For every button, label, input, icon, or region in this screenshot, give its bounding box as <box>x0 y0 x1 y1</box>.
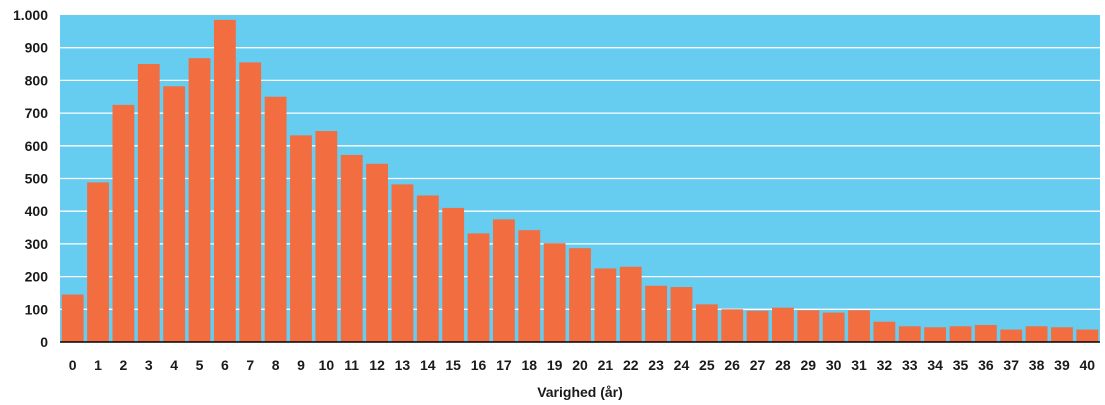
bars <box>61 19 1099 343</box>
bar-16 <box>467 233 490 342</box>
x-tick-label: 38 <box>1029 357 1045 373</box>
x-tick-label: 22 <box>623 357 639 373</box>
bar-34 <box>924 327 947 342</box>
bar-11 <box>340 154 363 342</box>
x-tick-label: 18 <box>521 357 537 373</box>
bar-20 <box>569 248 591 342</box>
x-tick-label: 29 <box>801 357 817 373</box>
bar-30 <box>822 312 845 342</box>
bar-2 <box>112 104 135 342</box>
x-tick-label: 12 <box>369 357 385 373</box>
bar-10 <box>315 131 338 342</box>
x-tick-label: 13 <box>395 357 411 373</box>
x-tick-label: 4 <box>170 357 178 373</box>
bar-17 <box>492 219 515 342</box>
x-tick-label: 36 <box>978 357 994 373</box>
bar-38 <box>1025 326 1048 342</box>
x-tick-label: 34 <box>927 357 943 373</box>
bar-32 <box>873 321 896 342</box>
x-tick-label: 31 <box>851 357 867 373</box>
bar-9 <box>290 135 312 342</box>
bar-13 <box>391 184 414 342</box>
bar-26 <box>721 309 744 342</box>
x-axis-tick-labels: 0 1 2 3 4 5 6 7 8 9 10 11 12 13 14 15 16 17 18 19 20 21 22 23 24… <box>69 357 1096 373</box>
bar-15 <box>442 207 465 342</box>
y-tick-label: 800 <box>25 72 49 88</box>
bar-8 <box>264 96 287 342</box>
y-tick-label: 700 <box>25 105 49 121</box>
x-tick-label: 1 <box>94 357 102 373</box>
x-tick-label: 14 <box>420 357 436 373</box>
bar-23 <box>645 285 668 342</box>
x-tick-label: 32 <box>877 357 893 373</box>
x-tick-label: 33 <box>902 357 918 373</box>
bar-33 <box>898 326 921 342</box>
x-tick-label: 5 <box>196 357 204 373</box>
bar-21 <box>594 268 617 342</box>
y-tick-label: 500 <box>25 171 49 187</box>
x-tick-label: 20 <box>572 357 588 373</box>
x-tick-label: 17 <box>496 357 512 373</box>
bar-25 <box>695 304 718 342</box>
x-tick-label: 0 <box>69 357 77 373</box>
bar-7 <box>239 62 262 342</box>
x-tick-label: 2 <box>120 357 128 373</box>
bar-31 <box>848 310 870 342</box>
x-tick-label: 40 <box>1080 357 1096 373</box>
y-tick-label: 0 <box>40 334 48 350</box>
x-tick-label: 15 <box>445 357 461 373</box>
bar-39 <box>1051 327 1073 342</box>
bar-22 <box>619 266 642 342</box>
bar-6 <box>213 19 236 343</box>
bar-24 <box>670 287 693 342</box>
x-tick-label: 6 <box>221 357 229 373</box>
x-tick-label: 9 <box>297 357 305 373</box>
bar-35 <box>949 326 972 342</box>
bar-40 <box>1076 329 1099 342</box>
bar-36 <box>974 324 997 342</box>
x-tick-label: 7 <box>246 357 254 373</box>
x-tick-label: 3 <box>145 357 153 373</box>
y-tick-label: 400 <box>25 203 49 219</box>
y-tick-label: 900 <box>25 40 49 56</box>
bar-0 <box>61 294 84 342</box>
bar-18 <box>518 230 541 342</box>
x-tick-label: 23 <box>648 357 664 373</box>
bar-27 <box>746 310 769 342</box>
x-tick-label: 26 <box>724 357 740 373</box>
x-tick-label: 35 <box>953 357 969 373</box>
y-tick-label: 200 <box>25 269 49 285</box>
bar-1 <box>87 182 109 342</box>
x-tick-label: 28 <box>775 357 791 373</box>
bar-29 <box>797 310 820 342</box>
bar-3 <box>137 64 160 343</box>
x-tick-label: 25 <box>699 357 715 373</box>
x-tick-label: 10 <box>319 357 335 373</box>
bar-37 <box>1000 329 1023 342</box>
y-tick-label: 100 <box>25 301 49 317</box>
x-tick-label: 37 <box>1003 357 1019 373</box>
x-tick-label: 24 <box>674 357 690 373</box>
x-tick-label: 27 <box>750 357 766 373</box>
x-tick-label: 21 <box>598 357 614 373</box>
x-axis-title: Varighed (år) <box>537 384 623 400</box>
bar-4 <box>163 86 186 342</box>
x-tick-label: 39 <box>1054 357 1070 373</box>
x-tick-label: 11 <box>344 357 359 373</box>
y-tick-label: 600 <box>25 138 49 154</box>
bar-14 <box>416 195 439 342</box>
bar-12 <box>366 163 388 342</box>
bar-28 <box>772 307 794 342</box>
bar-5 <box>188 58 211 342</box>
y-tick-label: 1.000 <box>13 7 48 23</box>
bar-19 <box>543 243 566 342</box>
y-tick-label: 300 <box>25 236 49 252</box>
x-tick-label: 19 <box>547 357 563 373</box>
x-tick-label: 30 <box>826 357 842 373</box>
y-axis-tick-labels: 0 100 200 300 400 500 600 700 800 900 1.000 <box>13 7 48 350</box>
x-tick-label: 16 <box>471 357 487 373</box>
x-tick-label: 8 <box>272 357 280 373</box>
